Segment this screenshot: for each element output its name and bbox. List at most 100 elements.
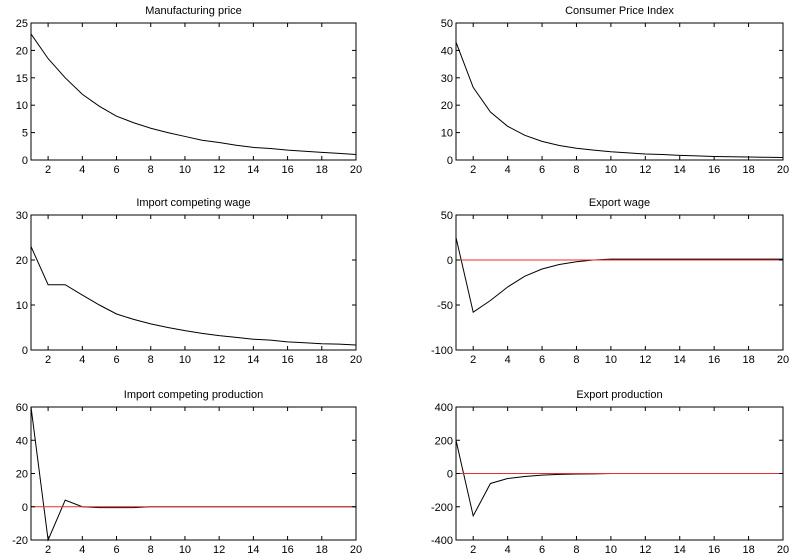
response-line [455, 42, 784, 159]
x-tick-label: 20 [350, 354, 362, 366]
y-tick-label: 10 [16, 300, 28, 312]
y-tick-label: -20 [12, 535, 28, 547]
x-tick-label: 8 [148, 544, 154, 556]
x-tick-label: 6 [539, 544, 545, 556]
panel-2: Consumer Price Index 2 4 6 8 10 12 14 16 18 20 0 10 2… [441, 5, 789, 176]
chart-title: Import competing production [124, 389, 263, 401]
axes-box [30, 214, 357, 351]
y-tick-label: 0 [22, 345, 28, 357]
x-tick-label: 14 [674, 164, 686, 176]
y-tick-label: 15 [16, 73, 28, 85]
y-tick-label: 0 [447, 255, 453, 267]
x-tick-label: 10 [605, 544, 617, 556]
y-tick-label: 30 [441, 73, 453, 85]
y-tick-label: -100 [431, 345, 453, 357]
x-tick-label: 12 [213, 544, 225, 556]
x-tick-label: 4 [79, 544, 85, 556]
x-tick-label: 12 [639, 544, 651, 556]
x-tick-label: 2 [470, 544, 476, 556]
response-line [455, 237, 783, 314]
x-tick-label: 16 [281, 354, 293, 366]
x-tick-label: 8 [148, 354, 154, 366]
x-tick-label: 20 [350, 164, 362, 176]
chart-title: Manufacturing price [145, 5, 242, 17]
axes-box [455, 22, 784, 161]
chart-title: Export wage [589, 197, 650, 209]
axes-box [30, 22, 357, 161]
y-tick-label: -50 [437, 300, 453, 312]
x-tick-label: 20 [350, 544, 362, 556]
panel-5: Import competing production 2 4 6 8 10 12 14 16 1… [12, 389, 362, 556]
x-tick-label: 18 [742, 544, 754, 556]
x-tick-label: 12 [639, 354, 651, 366]
x-tick-label: 16 [708, 544, 720, 556]
x-tick-label: 4 [79, 354, 85, 366]
y-tick-label: 20 [16, 255, 28, 267]
x-tick-label: 2 [45, 354, 51, 366]
y-tick-label: 60 [16, 402, 28, 414]
x-tick-label: 2 [45, 544, 51, 556]
panel-6: Export production 2 4 6 8 10 12 14 16 18 20 -400 -20… [431, 389, 789, 556]
x-tick-label: 10 [605, 354, 617, 366]
y-tick-label: 0 [447, 155, 453, 167]
y-tick-label: 50 [441, 210, 453, 222]
x-tick-label: 8 [573, 354, 579, 366]
y-tick-label: 25 [16, 18, 28, 30]
x-tick-label: 12 [639, 164, 651, 176]
x-tick-label: 4 [79, 164, 85, 176]
x-tick-label: 8 [573, 164, 579, 176]
y-tick-label: 10 [441, 128, 453, 140]
x-tick-label: 6 [539, 354, 545, 366]
y-tick-label: 30 [16, 210, 28, 222]
y-tick-label: 400 [435, 402, 453, 414]
x-tick-label: 2 [470, 164, 476, 176]
x-tick-label: 2 [470, 354, 476, 366]
y-tick-label: 0 [22, 502, 28, 514]
x-tick-label: 18 [742, 164, 754, 176]
x-tick-label: 20 [777, 164, 789, 176]
x-tick-label: 10 [179, 354, 191, 366]
y-tick-label: 20 [441, 100, 453, 112]
x-tick-label: 20 [777, 354, 789, 366]
x-tick-label: 2 [45, 164, 51, 176]
response-line [455, 440, 783, 518]
x-tick-label: 20 [777, 544, 789, 556]
panel-3: Import competing wage 2 4 6 8 10 12 14 16 18 20 0 10… [16, 197, 362, 366]
chart-title: Export production [576, 389, 662, 401]
x-tick-label: 14 [674, 544, 686, 556]
x-tick-label: 6 [113, 354, 119, 366]
x-tick-label: 16 [281, 164, 293, 176]
y-tick-label: -400 [431, 535, 453, 547]
x-tick-label: 6 [113, 544, 119, 556]
y-tick-label: 40 [16, 435, 28, 447]
x-tick-label: 10 [179, 164, 191, 176]
axes-box [30, 406, 357, 541]
y-tick-label: 10 [16, 100, 28, 112]
y-tick-label: 20 [16, 469, 28, 481]
x-tick-label: 6 [113, 164, 119, 176]
chart-title: Import competing wage [136, 197, 250, 209]
x-tick-label: 12 [213, 164, 225, 176]
y-tick-label: 40 [441, 45, 453, 57]
response-line [30, 246, 357, 346]
y-tick-label: 0 [447, 469, 453, 481]
x-tick-label: 14 [674, 354, 686, 366]
x-tick-label: 18 [742, 354, 754, 366]
x-tick-label: 6 [539, 164, 545, 176]
axes-box [455, 214, 784, 351]
response-line [30, 33, 357, 156]
x-tick-label: 12 [213, 354, 225, 366]
x-tick-label: 16 [708, 354, 720, 366]
x-tick-label: 14 [247, 164, 259, 176]
x-tick-label: 4 [505, 164, 511, 176]
x-tick-label: 18 [316, 354, 328, 366]
x-tick-label: 4 [505, 544, 511, 556]
x-tick-label: 10 [605, 164, 617, 176]
x-tick-label: 18 [316, 164, 328, 176]
x-tick-label: 14 [247, 354, 259, 366]
y-tick-label: -200 [431, 502, 453, 514]
x-tick-label: 16 [708, 164, 720, 176]
x-tick-label: 14 [247, 544, 259, 556]
panel-1: Manufacturing price 2 4 6 8 10 12 14 16 18 20 0 5 10 1… [16, 5, 362, 176]
